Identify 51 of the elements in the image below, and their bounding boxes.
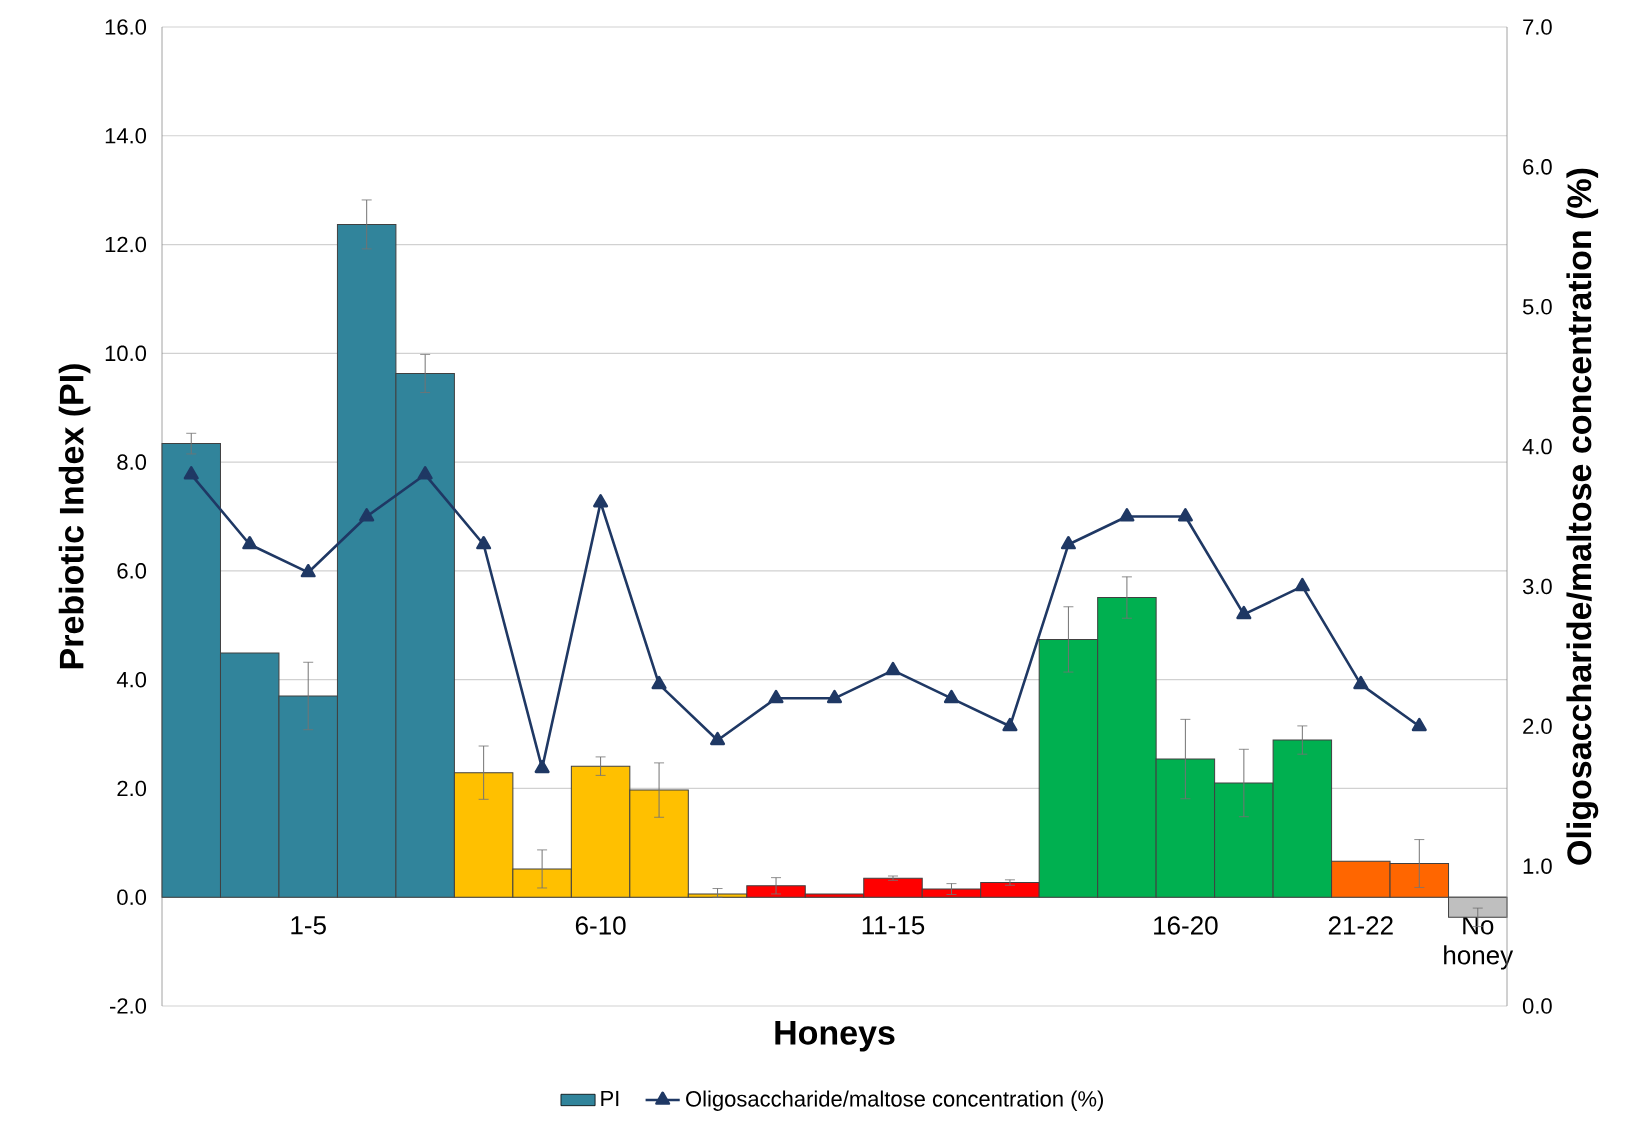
y2-tick-label: 1.0 [1523,858,1552,874]
point [476,535,492,550]
point [885,661,901,676]
x-tick-label: 16-20 [1154,916,1218,935]
point [1119,508,1135,522]
legend-label: Oligosaccharide/maltose concentration (%) [686,1090,1104,1111]
x-tick-label: 21-22 [1328,916,1393,935]
y-tick-label: 10.0 [105,345,147,362]
y2-tick-label: 6.0 [1523,159,1552,175]
point [826,689,843,704]
x-tick-label: 1-5 [291,916,326,935]
point [1060,535,1076,550]
point [768,689,784,704]
point [359,508,375,522]
point [1177,508,1193,522]
point [300,563,316,578]
y2-tick-label: 5.0 [1522,298,1552,315]
y-tick-label: 2.0 [117,780,147,797]
point [1236,605,1252,620]
y2-tick-label: 7.0 [1523,19,1552,35]
y2-tick-label: 0.0 [1522,998,1552,1014]
x-tick-label: 11-15 [862,916,925,935]
y-axis-title: Prebiotic Index (PI) [58,364,91,669]
point [183,466,199,480]
point [943,689,959,704]
y-tick-label: 4.0 [116,671,147,688]
point [534,759,550,774]
y-tick-label: 14.0 [105,128,147,144]
x-tick-label: 6-10 [575,916,626,935]
x-tick-label: No honey [1444,916,1514,970]
y-tick-label: 6.0 [117,563,147,579]
y2-tick-label: 2.0 [1523,718,1552,735]
point [651,675,667,690]
y-tick-label: 12.0 [105,236,147,253]
point [710,731,726,746]
y2-tick-label: 4.0 [1522,438,1552,455]
point [242,535,258,550]
y2-axis-title: Oligosaccharide/maltose concentration (%) [1566,168,1599,865]
point [417,466,433,480]
point [1353,675,1369,690]
y-tick-label: 8.0 [117,454,147,470]
point [1411,717,1427,732]
point [593,494,609,508]
y2-tick-label: 3.0 [1522,578,1552,595]
point [1294,577,1310,592]
y-tick-label: 16.0 [105,19,147,35]
y-tick-label: -2.0 [110,998,147,1014]
y-tick-label: 0.0 [117,889,147,906]
x-axis-title: Honeys [775,1021,895,1052]
point [1002,717,1018,732]
legend-label: PI [601,1090,619,1107]
